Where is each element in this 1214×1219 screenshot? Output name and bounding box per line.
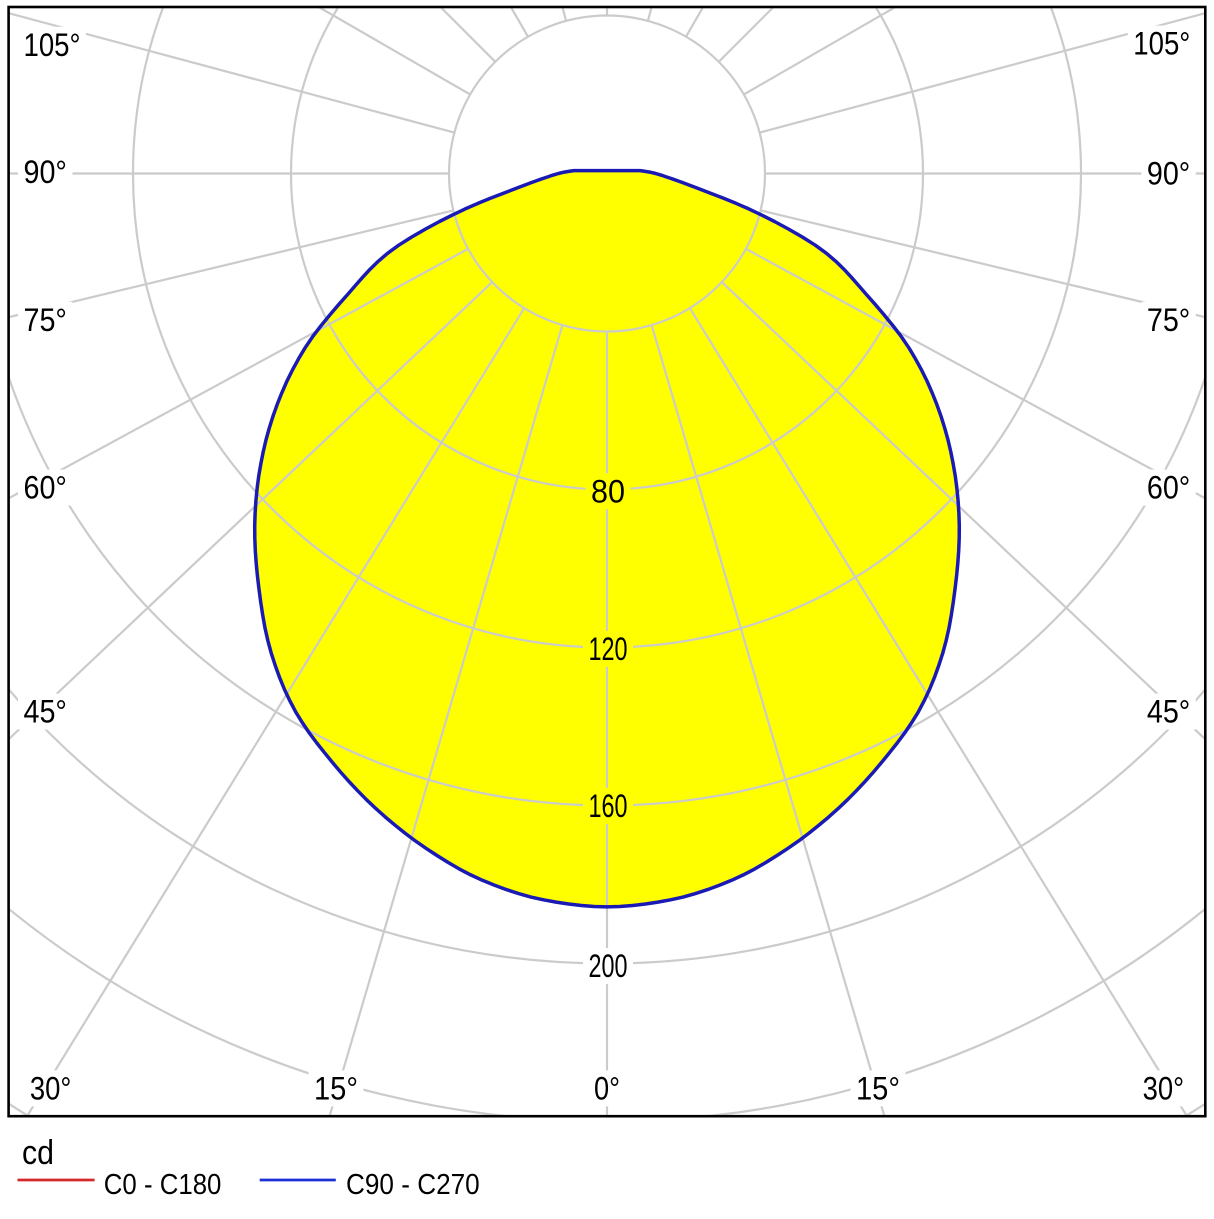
svg-text:90°: 90° (24, 154, 67, 190)
svg-text:15°: 15° (856, 1070, 900, 1106)
svg-text:cd: cd (22, 1134, 54, 1172)
svg-text:15°: 15° (314, 1070, 358, 1106)
svg-text:45°: 45° (1147, 694, 1190, 730)
svg-text:200: 200 (589, 948, 628, 984)
svg-text:30°: 30° (30, 1070, 72, 1106)
svg-text:30°: 30° (1143, 1070, 1185, 1106)
svg-text:45°: 45° (24, 694, 67, 730)
svg-text:60°: 60° (24, 470, 67, 506)
svg-text:C90 - C270: C90 - C270 (346, 1169, 480, 1201)
svg-text:105°: 105° (24, 27, 81, 63)
svg-text:90°: 90° (1147, 155, 1190, 191)
svg-text:75°: 75° (24, 302, 67, 338)
svg-text:105°: 105° (1133, 26, 1190, 62)
svg-text:160: 160 (589, 788, 628, 824)
svg-text:120: 120 (589, 631, 628, 667)
svg-text:C0 - C180: C0 - C180 (104, 1169, 222, 1201)
svg-text:60°: 60° (1147, 470, 1190, 506)
svg-text:80: 80 (591, 473, 625, 509)
svg-text:75°: 75° (1147, 302, 1190, 338)
svg-text:0°: 0° (594, 1070, 620, 1106)
